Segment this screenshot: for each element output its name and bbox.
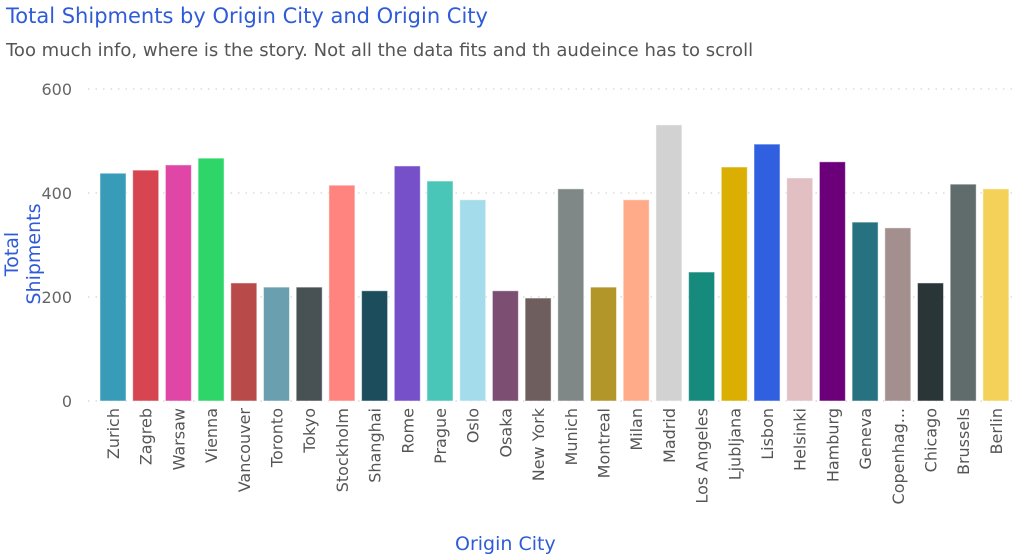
- bar-rome: [393, 165, 421, 402]
- bar-toronto: [263, 286, 290, 402]
- x-tick-label: Lisbon: [758, 408, 777, 460]
- bar-tokyo: [295, 286, 323, 402]
- bar-vancouver: [230, 282, 258, 402]
- x-tick-label: Chicago: [922, 408, 941, 472]
- x-tick-label: Rome: [398, 408, 417, 454]
- x-tick-label: Stockholm: [333, 408, 352, 492]
- x-tick-label: Osaka: [496, 408, 515, 458]
- bar-osaka: [491, 290, 519, 402]
- y-tick-label: 400: [41, 184, 72, 203]
- x-tick-label: Munich: [562, 408, 581, 465]
- bar-shanghai: [361, 290, 389, 402]
- bar-geneva: [851, 221, 879, 402]
- bar-lisbon: [753, 143, 781, 402]
- x-tick-label: Toronto: [268, 408, 287, 468]
- x-tick-label: Vienna: [202, 408, 221, 463]
- x-tick-label: Warsaw: [169, 408, 188, 470]
- bar-stockholm: [328, 184, 356, 402]
- x-axis-label: Origin City: [455, 533, 556, 555]
- x-tick-label: Berlin: [987, 408, 1006, 454]
- chart-subtitle: Too much info, where is the story. Not a…: [6, 40, 754, 61]
- y-tick-label: 200: [41, 288, 72, 307]
- bar-new-york: [524, 297, 552, 402]
- bar-montreal: [590, 286, 617, 402]
- x-tick-label: Tokyo: [300, 408, 319, 454]
- bar-brussels: [949, 183, 977, 402]
- chart-title: Total Shipments by Origin City and Origi…: [6, 4, 488, 28]
- bar-chicago: [917, 282, 944, 402]
- x-tick-label: Zagreb: [137, 408, 156, 465]
- y-tick-label: 0: [62, 392, 72, 411]
- x-tick-label: Los Angeles: [693, 408, 712, 504]
- bar-munich: [557, 188, 585, 402]
- bar-milan: [622, 199, 650, 402]
- x-tick-label: Zurich: [104, 408, 123, 459]
- x-tick-label: New York: [529, 407, 548, 481]
- bar-los-angeles: [688, 271, 716, 402]
- x-tick-label: Oslo: [464, 408, 483, 443]
- bar-helsinki: [786, 177, 814, 402]
- x-tick-label: Hamburg: [823, 408, 842, 482]
- y-tick-label: 600: [41, 80, 72, 99]
- bar-prague: [426, 180, 454, 402]
- bar-copenhag-: [884, 227, 912, 402]
- x-tick-label: Prague: [431, 408, 450, 464]
- bar-berlin: [982, 188, 1010, 402]
- bar-warsaw: [164, 164, 192, 402]
- x-tick-label: Geneva: [856, 408, 875, 470]
- bar-zagreb: [132, 169, 160, 402]
- x-tick-label: Copenhag...: [889, 408, 908, 504]
- x-tick-label: Ljubljana: [725, 408, 744, 480]
- bar-vienna: [197, 157, 225, 402]
- x-tick-label: Shanghai: [366, 408, 385, 483]
- bar-madrid: [655, 124, 683, 402]
- x-tick-label: Helsinki: [791, 408, 810, 471]
- x-tick-label: Vancouver: [235, 408, 254, 493]
- x-tick-label: Milan: [627, 408, 646, 451]
- x-tick-label: Montreal: [595, 408, 614, 478]
- x-tick-label: Madrid: [660, 408, 679, 463]
- bar-oslo: [459, 199, 487, 402]
- bar-hamburg: [818, 161, 846, 402]
- bar-ljubljana: [720, 166, 748, 402]
- bar-zurich: [99, 172, 127, 402]
- x-tick-label: Brussels: [954, 408, 973, 475]
